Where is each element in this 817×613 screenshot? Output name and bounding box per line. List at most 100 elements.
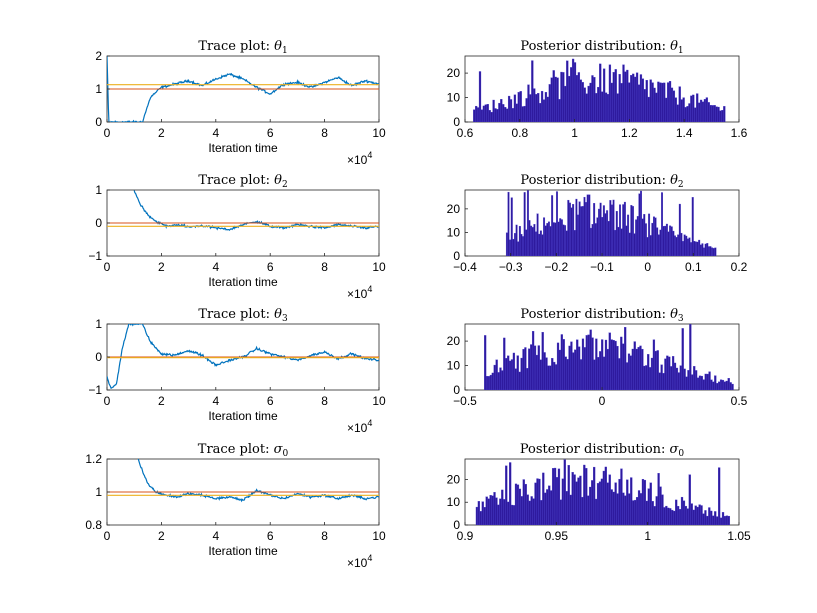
- hist-bar: [719, 379, 723, 390]
- hist-bar: [712, 381, 715, 390]
- x-tick-label: −0.3: [499, 260, 523, 274]
- hist-bar: [624, 327, 627, 390]
- hist-bar: [647, 488, 650, 525]
- hist-bar: [487, 498, 490, 525]
- x-tick-label: 0: [104, 260, 111, 274]
- x-axis-label: Iteration time: [208, 275, 278, 289]
- hist-bar: [652, 339, 656, 390]
- hist-bar: [507, 191, 510, 256]
- plot-area: [107, 459, 379, 503]
- hist-bar: [716, 383, 719, 390]
- x-tick-label: 0: [104, 529, 111, 543]
- hist-bar: [674, 235, 676, 256]
- x-tick-label: 0.6: [457, 126, 474, 140]
- hist-bar: [713, 105, 716, 122]
- hist-bar: [643, 214, 646, 256]
- hist-bar: [524, 483, 527, 525]
- hist-bar: [707, 246, 710, 256]
- hist-bar: [551, 358, 554, 390]
- hist-bar: [723, 106, 726, 122]
- hist-bar: [657, 234, 660, 256]
- hist-bar: [630, 477, 633, 525]
- y-tick-label: 0.8: [85, 518, 102, 532]
- hist-bar: [567, 465, 570, 525]
- hist-bar: [677, 372, 680, 390]
- hist-bar: [577, 72, 581, 122]
- hist-bar: [650, 357, 654, 390]
- hist-bar: [541, 332, 544, 390]
- hist-bar: [725, 380, 728, 390]
- hist-bar: [645, 500, 648, 525]
- hist-bar: [571, 58, 575, 122]
- hist-bar: [522, 236, 525, 256]
- hist-bar: [523, 192, 526, 256]
- hist-bar: [622, 204, 625, 256]
- hist-bar: [696, 506, 699, 525]
- hist-bar: [509, 99, 513, 122]
- hist-bar: [518, 225, 521, 256]
- hist-bar: [518, 488, 522, 525]
- hist-bar: [547, 365, 550, 390]
- hist-bar: [545, 357, 548, 390]
- hist-bar: [563, 459, 566, 525]
- hist-bar: [702, 379, 705, 390]
- hist-bar: [692, 94, 695, 122]
- x-tick-label: 10: [372, 260, 386, 274]
- hist-bar: [655, 92, 658, 122]
- hist-bar: [671, 509, 674, 525]
- hist-bar: [604, 339, 608, 390]
- hist-bar: [599, 351, 602, 390]
- hist-bar: [704, 510, 707, 525]
- y-tick-label: 1: [95, 183, 102, 197]
- hist-bar: [560, 71, 563, 122]
- hist-bar: [562, 339, 565, 390]
- series-line-1: [137, 459, 379, 503]
- x-tick-label: 2: [158, 394, 165, 408]
- y-tick-label: 1: [95, 485, 102, 499]
- hist-bar: [678, 509, 682, 525]
- hist-bar: [657, 81, 660, 122]
- hist-bar: [694, 505, 697, 525]
- y-tick-label: 20: [447, 472, 461, 486]
- hist-bar: [702, 513, 705, 525]
- x-tick-label: 0.8: [511, 126, 528, 140]
- hist-bar: [659, 486, 662, 525]
- hist-bar: [490, 111, 493, 122]
- hist-bar: [480, 109, 484, 122]
- hist-bar: [569, 494, 572, 525]
- hist-bar: [587, 85, 590, 122]
- hist-bar: [665, 223, 668, 256]
- hist-bar: [497, 504, 500, 525]
- hist-bar: [572, 204, 575, 256]
- hist-bar: [691, 374, 694, 390]
- hist-bar: [594, 223, 597, 256]
- hist-bar: [719, 110, 722, 122]
- hist-bar: [559, 499, 563, 525]
- hist-bar: [483, 507, 486, 525]
- hist-bar: [497, 372, 500, 390]
- hist-bar: [635, 72, 639, 122]
- hist-bar: [559, 218, 562, 256]
- x-tick-label: 10: [372, 529, 386, 543]
- hist-bar: [629, 355, 633, 390]
- hist-bar: [593, 77, 596, 122]
- hist-bar: [693, 241, 696, 256]
- hist-bar: [681, 328, 684, 390]
- hist-bar: [672, 90, 676, 122]
- hist-bar: [653, 87, 656, 122]
- hist-bar: [637, 84, 641, 122]
- hist-bar: [690, 242, 693, 256]
- hist-bar: [520, 357, 523, 390]
- hist-bar: [575, 481, 578, 525]
- hist-bar: [511, 108, 515, 122]
- hist-bar: [485, 496, 488, 525]
- x-tick-label: 0.2: [731, 260, 748, 274]
- x-tick-label: 4: [212, 126, 219, 140]
- hist-bar: [549, 226, 552, 256]
- x-tick-label: 0.5: [731, 394, 748, 408]
- hist-bar: [535, 94, 538, 122]
- hist-bar: [581, 496, 584, 525]
- hist-bar: [526, 494, 529, 525]
- hist-bar: [711, 105, 714, 122]
